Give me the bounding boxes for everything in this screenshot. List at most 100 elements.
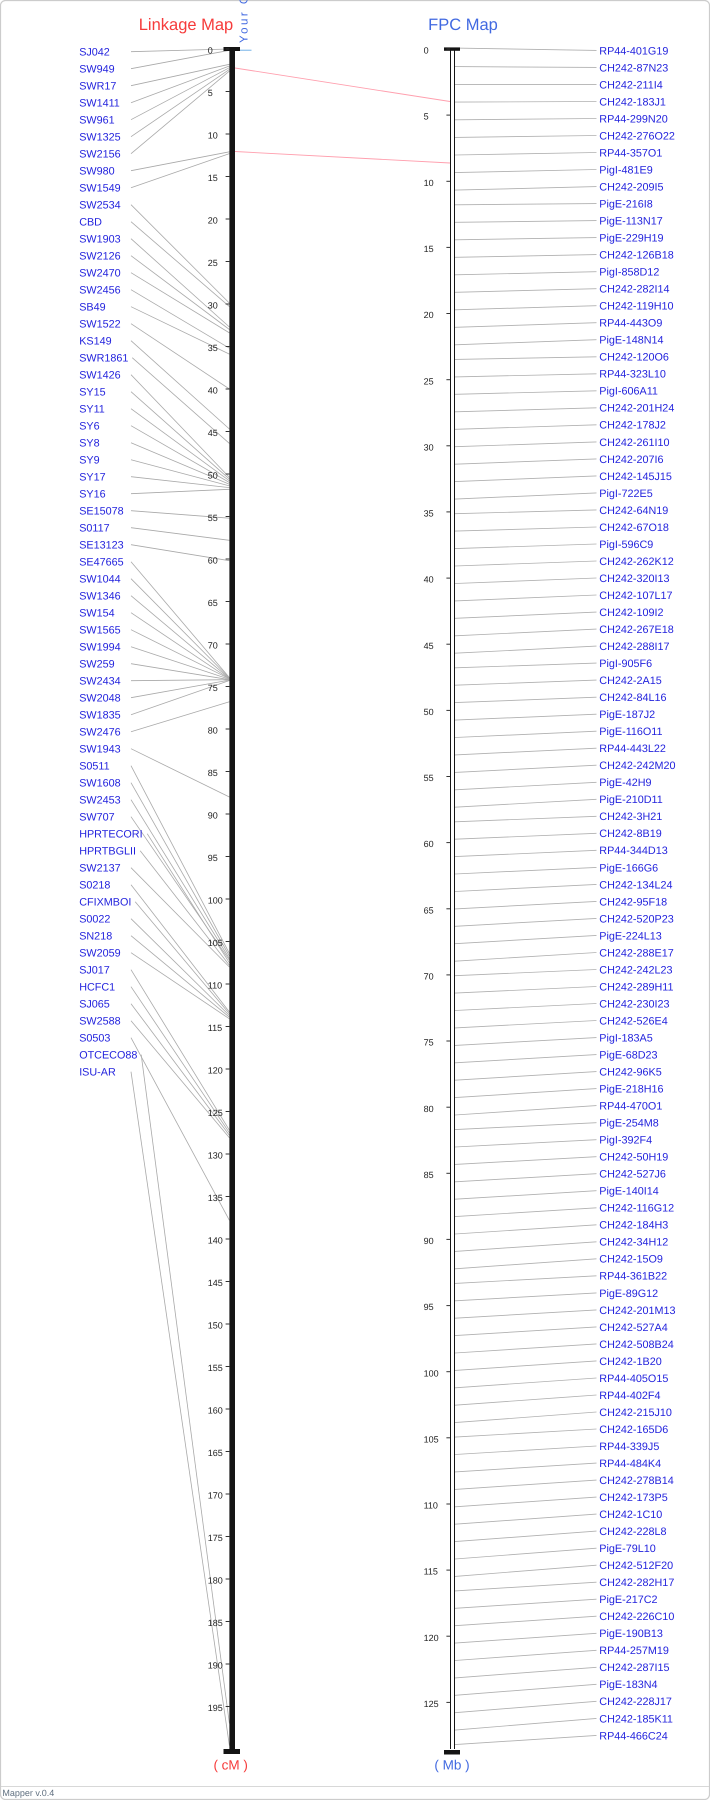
svg-text:RP44-484K4: RP44-484K4 — [599, 1458, 661, 1470]
svg-text:( cM ): ( cM ) — [213, 1757, 248, 1772]
svg-text:SW1565: SW1565 — [79, 625, 120, 637]
svg-text:CH242-1C10: CH242-1C10 — [599, 1509, 662, 1521]
svg-text:SY9: SY9 — [79, 455, 99, 467]
svg-text:CH242-226C10: CH242-226C10 — [599, 1611, 674, 1623]
svg-text:PigE-42H9: PigE-42H9 — [599, 777, 651, 789]
svg-text:SW1994: SW1994 — [79, 642, 120, 654]
svg-text:PigI-596C9: PigI-596C9 — [599, 539, 653, 551]
svg-text:145: 145 — [208, 1278, 223, 1288]
svg-text:185: 185 — [208, 1618, 223, 1628]
svg-text:CH242-242L23: CH242-242L23 — [599, 964, 672, 976]
svg-text:PigI-392F4: PigI-392F4 — [599, 1135, 652, 1147]
svg-text:95: 95 — [424, 1302, 434, 1312]
svg-text:SE15078: SE15078 — [79, 506, 123, 518]
svg-text:CH242-520P23: CH242-520P23 — [599, 913, 673, 925]
svg-text:15: 15 — [208, 173, 218, 183]
svg-text:PigE-79L10: PigE-79L10 — [599, 1543, 655, 1555]
svg-text:40: 40 — [208, 386, 218, 396]
svg-text:RP44-401G19: RP44-401G19 — [599, 45, 668, 57]
svg-text:70: 70 — [208, 641, 218, 651]
svg-text:S0022: S0022 — [79, 914, 110, 926]
svg-text:SW2156: SW2156 — [79, 149, 120, 161]
svg-text:45: 45 — [208, 428, 218, 438]
svg-text:( Mb ): ( Mb ) — [434, 1757, 469, 1772]
svg-text:SW1903: SW1903 — [79, 234, 120, 246]
svg-text:35: 35 — [208, 343, 218, 353]
svg-text:CH242-96K5: CH242-96K5 — [599, 1067, 661, 1079]
svg-text:SW2137: SW2137 — [79, 863, 120, 875]
svg-text:CH242-165D6: CH242-165D6 — [599, 1424, 668, 1436]
svg-text:110: 110 — [208, 981, 222, 991]
svg-text:S0511: S0511 — [79, 761, 109, 773]
svg-text:SW1346: SW1346 — [79, 591, 120, 603]
svg-text:85: 85 — [424, 1170, 434, 1180]
svg-text:RP44-443L22: RP44-443L22 — [599, 743, 666, 755]
svg-text:CH242-508B24: CH242-508B24 — [599, 1339, 673, 1351]
svg-text:CH242-84L16: CH242-84L16 — [599, 692, 666, 704]
svg-text:CH242-287I15: CH242-287I15 — [599, 1662, 669, 1674]
svg-text:125: 125 — [208, 1108, 223, 1118]
svg-text:CH242-282H17: CH242-282H17 — [599, 1577, 674, 1589]
svg-text:PigE-148N14: PigE-148N14 — [599, 335, 663, 347]
svg-text:CH242-242M20: CH242-242M20 — [599, 760, 675, 772]
svg-text:155: 155 — [208, 1363, 223, 1373]
svg-text:SW2534: SW2534 — [79, 200, 120, 212]
svg-text:HPRTBGLII: HPRTBGLII — [79, 846, 136, 858]
svg-text:CH242-95F18: CH242-95F18 — [599, 896, 667, 908]
svg-text:115: 115 — [208, 1023, 222, 1033]
svg-text:PigE-140I14: PigE-140I14 — [599, 1186, 658, 1198]
svg-text:25: 25 — [424, 376, 434, 386]
svg-text:CH242-320I13: CH242-320I13 — [599, 573, 669, 585]
svg-text:Your C: Your C — [239, 0, 251, 43]
svg-text:CH242-173P5: CH242-173P5 — [599, 1492, 667, 1504]
svg-text:RP44-344D13: RP44-344D13 — [599, 845, 667, 857]
svg-text:120: 120 — [424, 1633, 439, 1643]
svg-text:55: 55 — [208, 513, 218, 523]
svg-text:30: 30 — [424, 442, 434, 452]
svg-text:120: 120 — [208, 1066, 223, 1076]
svg-text:SW1608: SW1608 — [79, 778, 120, 790]
svg-text:CH242-34H12: CH242-34H12 — [599, 1237, 668, 1249]
svg-text:85: 85 — [208, 768, 218, 778]
svg-text:PigI-905F6: PigI-905F6 — [599, 658, 652, 670]
svg-text:110: 110 — [424, 1501, 438, 1511]
svg-text:CH242-278B14: CH242-278B14 — [599, 1475, 673, 1487]
svg-text:100: 100 — [424, 1368, 439, 1378]
svg-text:SW1044: SW1044 — [79, 574, 120, 586]
svg-text:CH242-67O18: CH242-67O18 — [599, 522, 669, 534]
svg-text:150: 150 — [208, 1321, 223, 1331]
svg-text:0: 0 — [208, 46, 213, 56]
svg-text:HPRTECORI: HPRTECORI — [79, 829, 142, 841]
svg-text:SW1835: SW1835 — [79, 710, 120, 722]
svg-text:165: 165 — [208, 1448, 223, 1458]
svg-text:SE13123: SE13123 — [79, 540, 123, 552]
svg-text:S0218: S0218 — [79, 880, 110, 892]
svg-text:Linkage Map: Linkage Map — [139, 16, 233, 34]
svg-text:SW949: SW949 — [79, 64, 114, 76]
svg-text:CH242-184H3: CH242-184H3 — [599, 1220, 668, 1232]
svg-text:SW707: SW707 — [79, 812, 114, 824]
svg-text:80: 80 — [208, 726, 218, 736]
svg-text:45: 45 — [424, 641, 434, 651]
svg-text:RP44-402F4: RP44-402F4 — [599, 1390, 660, 1402]
svg-text:40: 40 — [424, 575, 434, 585]
svg-text:CH242-267E18: CH242-267E18 — [599, 624, 673, 636]
svg-text:SW1943: SW1943 — [79, 744, 120, 756]
svg-text:CH242-2A15: CH242-2A15 — [599, 675, 661, 687]
svg-text:SW2453: SW2453 — [79, 795, 120, 807]
svg-text:CH242-15O9: CH242-15O9 — [599, 1254, 663, 1266]
svg-text:CH242-126B18: CH242-126B18 — [599, 250, 673, 262]
svg-text:SJ017: SJ017 — [79, 965, 110, 977]
svg-text:CFIXMBOI: CFIXMBOI — [79, 897, 131, 909]
svg-text:CH242-8B19: CH242-8B19 — [599, 828, 661, 840]
svg-text:60: 60 — [208, 556, 218, 566]
svg-text:CH242-276O22: CH242-276O22 — [599, 130, 675, 142]
svg-text:PigE-224L13: PigE-224L13 — [599, 930, 661, 942]
svg-text:RP44-257M19: RP44-257M19 — [599, 1645, 669, 1657]
svg-text:RP44-339J5: RP44-339J5 — [599, 1441, 659, 1453]
svg-text:130: 130 — [208, 1151, 223, 1161]
svg-text:PigE-113N17: PigE-113N17 — [599, 216, 662, 228]
svg-text:PigE-166G6: PigE-166G6 — [599, 862, 658, 874]
svg-text:SWR17: SWR17 — [79, 81, 116, 93]
svg-text:65: 65 — [208, 598, 218, 608]
